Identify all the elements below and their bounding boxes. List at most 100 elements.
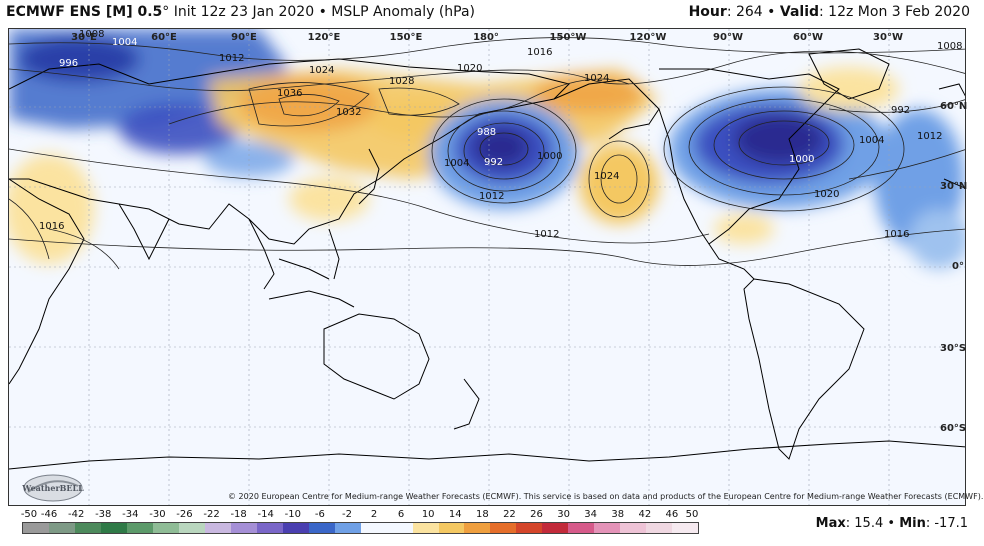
isobars	[9, 37, 965, 270]
colorbar-swatch	[204, 523, 231, 533]
colorbar-swatch	[152, 523, 179, 533]
lat-label: 60°S	[940, 423, 967, 434]
colorbar-swatch	[178, 523, 205, 533]
isobar-labels: 1008 1004 996 1012 1024 1036 1028 1032 1…	[39, 29, 962, 240]
field-name: MSLP Anomaly (hPa)	[331, 4, 476, 20]
colorbar-tick-label: 42	[638, 509, 652, 520]
colorbar-tick-label: -10	[284, 509, 301, 520]
colorbar-swatch	[490, 523, 517, 533]
colorbar	[22, 522, 699, 534]
isobar-label: 1028	[389, 76, 414, 87]
colorbar-tick-label: 10	[421, 509, 435, 520]
colorbar-tick-label: -50	[20, 509, 38, 520]
isobar-label: 1012	[534, 229, 559, 240]
lat-label: 30°N	[940, 181, 968, 192]
isobar-label: 1036	[277, 88, 302, 99]
min-label: Min	[899, 516, 926, 531]
isobar-label: 1008	[937, 41, 962, 52]
model-name: ECMWF ENS [M] 0.5	[6, 4, 163, 20]
lon-label: 150°W	[549, 32, 587, 43]
colorbar-swatch	[230, 523, 257, 533]
colorbar-tick-label: 22	[503, 509, 516, 520]
colorbar-tick-label: -38	[95, 509, 112, 520]
colorbar-swatch	[256, 523, 283, 533]
colorbar-tick-label: -6	[314, 509, 325, 520]
weatherbell-logo: WeatherBELL	[21, 472, 84, 504]
isobar-label: 1020	[457, 63, 482, 74]
colorbar-swatch	[646, 523, 673, 533]
init-time: Init 12z 23 Jan 2020	[173, 4, 315, 20]
colorbar-tick-label: 46	[665, 509, 679, 520]
lon-label: 90°E	[231, 32, 257, 43]
lon-label: 180°	[473, 32, 499, 43]
isobar-label: 1000	[789, 154, 814, 165]
colorbar-swatch	[464, 523, 491, 533]
colorbar-swatch	[438, 523, 465, 533]
colorbar-tick-label: -26	[176, 509, 193, 520]
valid-label: Valid	[779, 4, 820, 20]
colorbar-swatch	[542, 523, 569, 533]
colorbar-swatch	[594, 523, 621, 533]
colorbar-swatch	[126, 523, 153, 533]
max-value: : 15.4	[845, 516, 884, 531]
isobar-label: 1024	[309, 65, 334, 76]
colorbar-tick-label: -2	[341, 509, 352, 520]
colorbar-tick-label: 26	[530, 509, 543, 520]
colorbar-tick-label: 38	[611, 509, 625, 520]
lon-label: 150°E	[389, 32, 423, 43]
svg-text:WeatherBELL: WeatherBELL	[22, 483, 84, 493]
longitude-labels: 30°E 60°E 90°E 120°E 150°E 180° 150°W 12…	[8, 32, 966, 46]
isobar-label: 992	[484, 157, 503, 168]
lon-label: 30°W	[873, 32, 903, 43]
isobar-label: 988	[477, 127, 496, 138]
isobar-label: 992	[891, 105, 910, 116]
colorbar-tick-label: -46	[40, 509, 58, 520]
colorbar-tick-label: -14	[257, 509, 274, 520]
colorbar-tick-label: 6	[397, 509, 405, 520]
map-title: ECMWF ENS [M] 0.5° Init 12z 23 Jan 2020 …	[6, 4, 476, 20]
colorbar-swatch	[282, 523, 309, 533]
colorbar-swatch	[672, 523, 699, 533]
lon-label: 120°E	[307, 32, 341, 43]
colorbar-swatch	[620, 523, 647, 533]
copyright-notice: © 2020 European Centre for Medium-range …	[228, 492, 984, 501]
valid-time: Hour: 264 • Valid: 12z Mon 3 Feb 2020	[688, 4, 970, 20]
lon-label: 120°W	[629, 32, 667, 43]
max-min-stats: Max: 15.4 • Min: -17.1	[815, 516, 968, 531]
colorbar-swatch	[100, 523, 127, 533]
colorbar-ticks: -50 -46 -42 -38 -34 -30 -26 -22 -18 -14 -10 -6 -2 2 6 1…	[20, 509, 699, 521]
lat-label: 0°	[952, 261, 964, 272]
colorbar-tick-label: 2	[370, 509, 378, 520]
hour-label: Hour	[688, 4, 727, 20]
lat-label: 60°N	[940, 101, 968, 112]
colorbar-tick-label: 50	[685, 509, 699, 520]
colorbar-tick-label: 34	[584, 509, 598, 520]
isobar-label: 1024	[584, 73, 609, 84]
lat-label: 30°S	[940, 343, 967, 354]
max-label: Max	[815, 516, 846, 531]
valid-value: : 12z Mon 3 Feb 2020	[819, 4, 970, 20]
isobar-label: 1008	[79, 29, 104, 40]
isobar-label: 1024	[594, 171, 619, 182]
colorbar-swatch	[23, 523, 49, 533]
min-value: : -17.1	[925, 516, 968, 531]
lon-label: 60°W	[793, 32, 823, 43]
anomaly-map: 1008 1004 996 1012 1024 1036 1028 1032 1…	[9, 29, 965, 505]
colorbar-swatch	[412, 523, 439, 533]
colorbar-tick-label: -30	[149, 509, 166, 520]
isobar-label: 1004	[112, 37, 137, 48]
isobar-label: 1012	[479, 191, 504, 202]
isobar-label: 1012	[917, 131, 942, 142]
colorbar-tick-label: -18	[230, 509, 247, 520]
colorbar-swatch	[516, 523, 543, 533]
map-panel: 1008 1004 996 1012 1024 1036 1028 1032 1…	[8, 28, 966, 506]
coastlines	[9, 48, 965, 470]
colorbar-swatch	[308, 523, 335, 533]
colorbar-tick-label: -34	[122, 509, 139, 520]
colorbar-tick-label: 14	[448, 509, 462, 520]
isobar-label: 1004	[444, 158, 469, 169]
hour-value: : 264	[726, 4, 763, 20]
colorbar-swatch	[74, 523, 101, 533]
isobar-label: 1016	[39, 221, 64, 232]
colorbar-tick-label: -22	[203, 509, 220, 520]
